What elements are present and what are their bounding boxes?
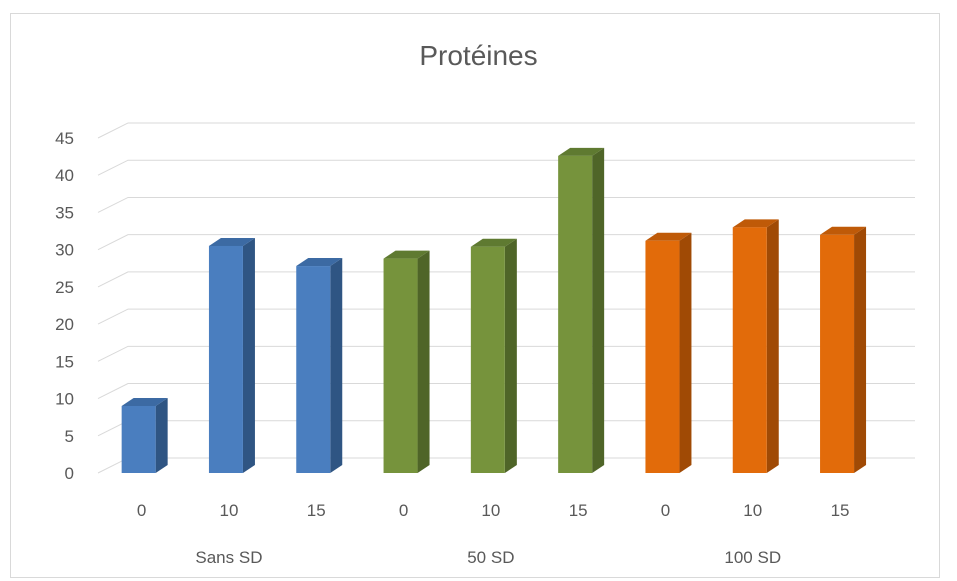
- bar: [820, 226, 867, 473]
- group-label: 50 SD: [467, 548, 514, 567]
- bar-top: [121, 398, 168, 406]
- bar: [558, 147, 605, 473]
- bar-front: [121, 406, 156, 473]
- bar-top: [558, 147, 605, 156]
- bar: [732, 219, 779, 473]
- bar-side: [417, 250, 430, 473]
- group-label: Sans SD: [195, 548, 262, 567]
- bar: [208, 237, 255, 473]
- chart-title: Protéines: [419, 40, 538, 71]
- bar-side: [504, 238, 517, 473]
- gridline: [97, 122, 915, 139]
- bar-front: [296, 266, 331, 473]
- bar-side: [766, 219, 779, 473]
- bar-side: [854, 226, 867, 473]
- bar-top: [296, 258, 343, 267]
- x-tick-label: 15: [307, 501, 326, 520]
- bar: [121, 398, 168, 473]
- x-tick-label: 0: [661, 501, 670, 520]
- y-tick-label: 30: [55, 241, 74, 260]
- bar-side: [155, 398, 168, 473]
- bar-side: [592, 147, 605, 473]
- x-tick-label: 15: [569, 501, 588, 520]
- bar: [383, 250, 430, 473]
- x-tick-label: 0: [399, 501, 408, 520]
- bar-side: [242, 237, 255, 473]
- y-axis-ticks: 0 5 10 15 20 25 30 35 40 45: [55, 129, 74, 483]
- gridline: [97, 234, 915, 251]
- x-tick-label: 10: [481, 501, 500, 520]
- y-tick-label: 10: [55, 390, 74, 409]
- bar-top: [645, 232, 692, 241]
- bar-front: [820, 234, 855, 473]
- y-tick-label: 5: [65, 427, 74, 446]
- bar-front: [470, 246, 505, 473]
- bar-side: [330, 258, 343, 473]
- bar: [470, 238, 517, 473]
- x-tick-label: 15: [831, 501, 850, 520]
- y-tick-label: 0: [65, 464, 74, 483]
- y-tick-label: 20: [55, 315, 74, 334]
- bar-top: [732, 219, 779, 228]
- y-tick-label: 35: [55, 203, 74, 222]
- x-axis-labels: 0 10 15 Sans SD 0 10 15 50 SD 0 10 15 100 SD: [137, 501, 850, 567]
- x-tick-label: 10: [743, 501, 762, 520]
- group-label: 100 SD: [724, 548, 781, 567]
- bar: [296, 258, 343, 473]
- bar-top: [470, 238, 517, 247]
- bar-top: [383, 250, 430, 259]
- bar-top: [208, 237, 255, 246]
- y-tick-label: 25: [55, 278, 74, 297]
- gridline: [97, 159, 915, 176]
- x-tick-label: 10: [219, 501, 238, 520]
- bar-front: [558, 155, 593, 473]
- bar-side: [679, 232, 692, 473]
- bars: [121, 147, 867, 473]
- y-tick-label: 40: [55, 166, 74, 185]
- x-tick-label: 0: [137, 501, 146, 520]
- bar-front: [732, 227, 767, 473]
- y-tick-label: 15: [55, 352, 74, 371]
- bar-front: [645, 240, 680, 473]
- bar-front: [208, 245, 243, 473]
- y-tick-label: 45: [55, 129, 74, 148]
- gridline: [97, 196, 915, 213]
- bar: [645, 232, 692, 473]
- bar-top: [820, 226, 867, 235]
- bar-front: [383, 258, 418, 473]
